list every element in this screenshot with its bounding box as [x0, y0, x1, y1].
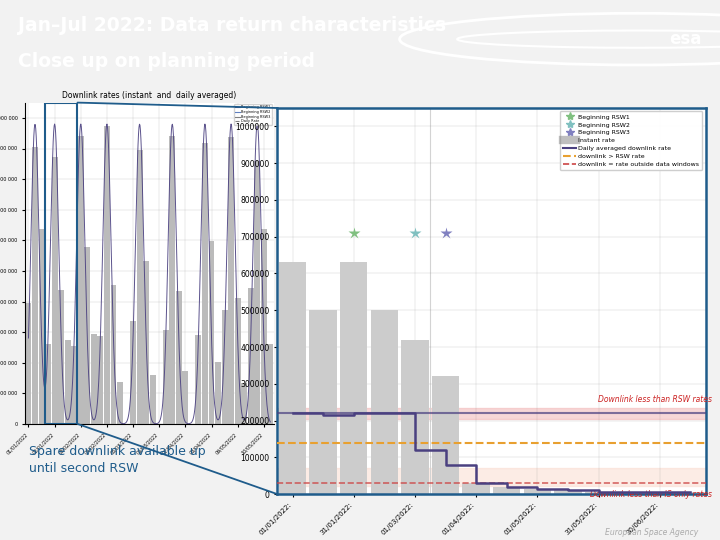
Bar: [91, 334, 96, 424]
Bar: [616, 492, 643, 494]
Legend: Beginning RSW1, Beginning RSW2, Beginning RSW3, Daily Rate: Beginning RSW1, Beginning RSW2, Beginnin…: [234, 104, 272, 125]
Bar: [677, 492, 704, 494]
Bar: [279, 262, 306, 494]
Bar: [104, 126, 110, 424]
Bar: [84, 247, 90, 424]
Bar: [39, 229, 45, 424]
Text: Downlink less than RSW rates: Downlink less than RSW rates: [598, 395, 711, 404]
Bar: [209, 241, 215, 424]
Bar: [277, 408, 706, 418]
Bar: [52, 157, 58, 424]
Text: Downlink less than IS only rates: Downlink less than IS only rates: [590, 490, 711, 500]
Bar: [65, 340, 71, 424]
Text: Spare downlink available up
until second RSW: Spare downlink available up until second…: [29, 446, 205, 476]
Bar: [646, 492, 673, 494]
Bar: [228, 137, 234, 424]
Bar: [267, 344, 274, 424]
Bar: [202, 143, 208, 424]
Bar: [130, 321, 136, 424]
Bar: [261, 229, 266, 424]
Bar: [143, 261, 149, 424]
Bar: [97, 336, 103, 424]
Bar: [254, 161, 260, 424]
Bar: [277, 468, 706, 486]
Bar: [45, 344, 51, 424]
Bar: [523, 489, 551, 494]
Bar: [371, 310, 398, 494]
Text: esa: esa: [670, 30, 702, 48]
Bar: [137, 150, 143, 424]
Bar: [25, 302, 32, 424]
Bar: [310, 310, 337, 494]
Text: Jan–Jul 2022: Data return characteristics: Jan–Jul 2022: Data return characteristic…: [18, 16, 446, 35]
Bar: [110, 285, 117, 424]
Bar: [222, 310, 228, 424]
Bar: [215, 362, 221, 424]
Bar: [248, 288, 253, 424]
Bar: [401, 340, 428, 494]
Text: Close up on planning period: Close up on planning period: [18, 52, 315, 71]
Bar: [150, 375, 156, 424]
Bar: [241, 383, 247, 424]
Bar: [58, 289, 64, 424]
Title: Downlink rates (instant  and  daily averaged): Downlink rates (instant and daily averag…: [62, 91, 237, 100]
Text: European Space Agency: European Space Agency: [605, 528, 698, 537]
Bar: [462, 483, 490, 494]
Bar: [585, 492, 612, 494]
Bar: [163, 329, 168, 424]
Bar: [117, 382, 123, 424]
Bar: [182, 371, 189, 424]
Bar: [176, 291, 181, 424]
Bar: [71, 346, 77, 424]
Bar: [32, 146, 38, 424]
Legend: Beginning RSW1, Beginning RSW2, Beginning RSW3, Instant rate, Daily averaged dow: Beginning RSW1, Beginning RSW2, Beginnin…: [560, 111, 703, 170]
Bar: [554, 490, 582, 494]
Bar: [235, 298, 240, 424]
Bar: [432, 376, 459, 494]
Bar: [493, 487, 521, 494]
Bar: [169, 136, 175, 424]
Bar: [45, 103, 78, 424]
Bar: [340, 262, 367, 494]
Bar: [196, 335, 202, 424]
Bar: [78, 136, 84, 424]
